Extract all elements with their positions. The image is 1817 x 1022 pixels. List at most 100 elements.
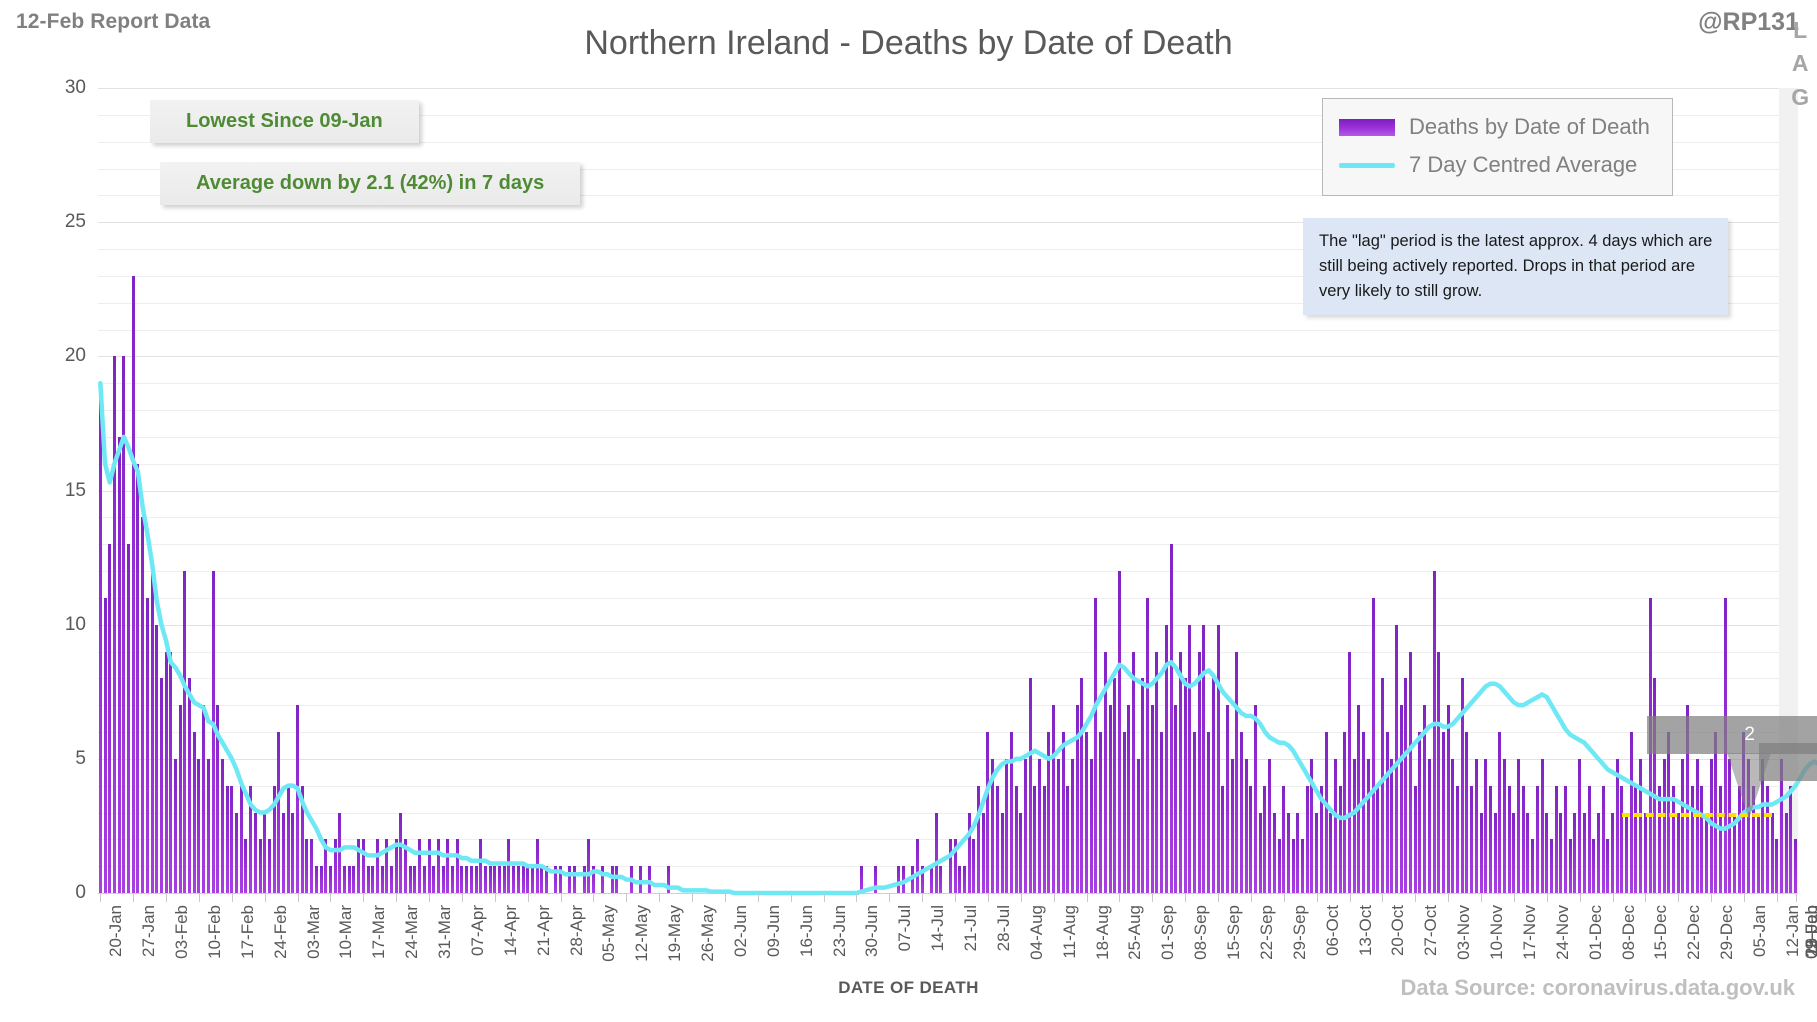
- bar: [380, 866, 384, 893]
- bar: [333, 839, 337, 893]
- bar: [939, 866, 943, 893]
- x-axis-tick: [231, 893, 233, 902]
- bar: [418, 839, 422, 893]
- bar: [1221, 785, 1225, 893]
- bar: [1362, 732, 1366, 893]
- x-axis-tick: [1250, 893, 1252, 902]
- bar: [390, 866, 393, 893]
- bar: [1582, 812, 1586, 893]
- legend-item-bars[interactable]: Deaths by Date of Death: [1339, 108, 1650, 146]
- bar: [1235, 651, 1239, 893]
- bar: [977, 785, 981, 893]
- x-axis-tick-label: 07-Jul: [895, 905, 915, 952]
- average-line-series: [98, 380, 1817, 896]
- x-axis-tick-label: 08-Sep: [1191, 905, 1211, 960]
- gridline: [98, 732, 1798, 733]
- bar: [1531, 839, 1535, 893]
- bar: [526, 866, 530, 893]
- bar: [173, 758, 177, 893]
- bar: [206, 758, 210, 893]
- bar: [300, 785, 304, 893]
- x-axis-tick-label: 26-May: [698, 905, 718, 962]
- bar: [1272, 812, 1276, 893]
- bar: [432, 866, 436, 893]
- bar: [263, 812, 267, 893]
- bar: [150, 571, 154, 893]
- reference-dashed-line: [1621, 812, 1773, 817]
- bar: [1141, 678, 1145, 893]
- legend-item-average[interactable]: 7 Day Centred Average: [1339, 146, 1650, 184]
- bar: [352, 866, 356, 893]
- bar: [197, 758, 201, 893]
- bar: [1535, 785, 1539, 893]
- bar: [1225, 705, 1229, 893]
- bar: [258, 839, 262, 893]
- gridline: [98, 893, 1798, 894]
- bar: [1263, 785, 1267, 893]
- bar: [648, 866, 652, 893]
- bar: [1404, 678, 1408, 893]
- bar: [413, 866, 417, 893]
- bar: [930, 866, 934, 893]
- bar: [1042, 785, 1046, 893]
- bar: [422, 866, 426, 893]
- bar: [1394, 624, 1398, 893]
- x-axis-tick: [560, 893, 562, 902]
- bar: [249, 785, 253, 893]
- plot-area: 23: [98, 88, 1817, 896]
- line-swatch-icon: [1339, 162, 1395, 168]
- author-handle: @RP131: [1698, 8, 1799, 36]
- x-axis-tick: [527, 893, 529, 902]
- bar: [1521, 785, 1525, 893]
- chart-legend[interactable]: Deaths by Date of Death 7 Day Centred Av…: [1322, 98, 1673, 196]
- bar: [1606, 839, 1610, 893]
- bar: [183, 571, 187, 893]
- bar: [1672, 785, 1676, 893]
- bar: [375, 839, 379, 893]
- bar: [1611, 812, 1614, 893]
- x-axis-tick-label: 01-Sep: [1158, 905, 1178, 960]
- x-axis-tick-label: 18-Aug: [1092, 905, 1112, 960]
- bar: [915, 839, 919, 893]
- bar: [1418, 732, 1422, 893]
- bar: [516, 866, 520, 893]
- bar: [1526, 812, 1530, 893]
- y-axis-tick-label: 5: [75, 747, 86, 769]
- bar: [1202, 624, 1206, 893]
- bar: [1719, 785, 1722, 893]
- bar: [1056, 758, 1060, 893]
- y-axis-tick-label: 20: [64, 345, 86, 367]
- bar: [235, 812, 239, 893]
- bar: [1216, 624, 1220, 893]
- y-axis-tick-label: 25: [64, 211, 86, 233]
- x-axis-tick-label: 29-Dec: [1717, 905, 1737, 960]
- x-axis-tick: [757, 893, 759, 902]
- bar: [859, 866, 863, 893]
- bar: [1695, 758, 1699, 893]
- bar: [873, 866, 877, 893]
- bar-series: [98, 88, 1798, 893]
- bar-swatch-icon: [1339, 118, 1395, 136]
- bar: [225, 785, 229, 893]
- bar: [1009, 732, 1013, 893]
- bar: [1061, 732, 1065, 893]
- bar: [981, 812, 985, 893]
- bar: [1432, 571, 1436, 893]
- gridline: [98, 168, 1798, 170]
- bar: [1437, 651, 1441, 893]
- bar: [498, 866, 502, 893]
- bar: [1019, 812, 1023, 893]
- bar: [455, 839, 459, 893]
- x-axis-tick: [100, 893, 102, 902]
- x-axis: 20-Jan 27-Jan 03-Feb 10-Feb 17-Feb 24-Feb 03-M…: [98, 893, 1817, 993]
- bar: [1479, 812, 1483, 893]
- bar: [343, 866, 347, 893]
- bar: [408, 866, 412, 893]
- gridline: [98, 597, 1798, 599]
- x-axis-tick: [1481, 893, 1482, 902]
- bar: [1601, 785, 1605, 893]
- y-axis-tick-label: 10: [64, 613, 86, 635]
- gridline: [98, 114, 1798, 116]
- bar: [230, 785, 234, 893]
- x-axis-tick-label: 10-Mar: [336, 905, 356, 959]
